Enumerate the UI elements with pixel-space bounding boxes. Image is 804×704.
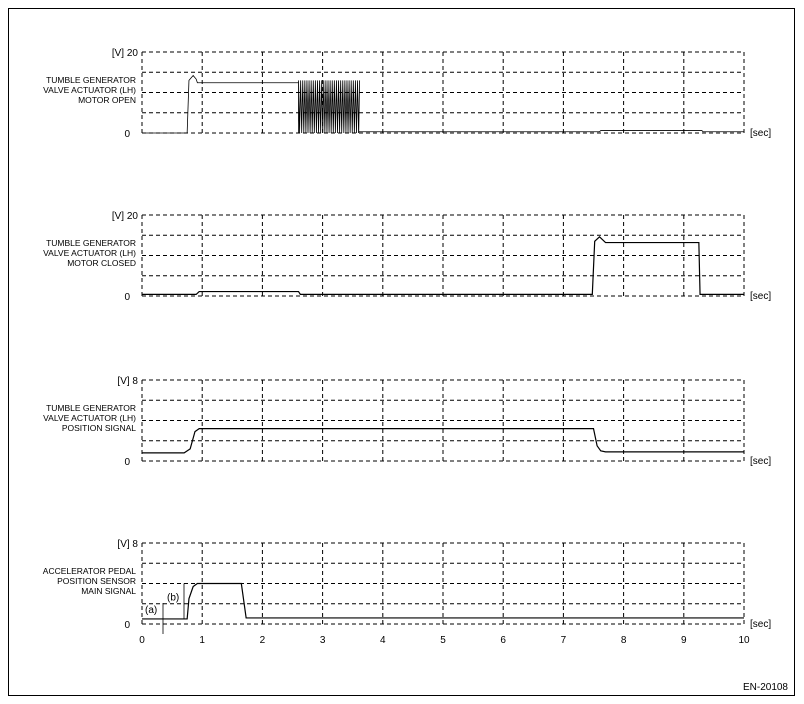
x-unit-label: [sec] bbox=[750, 619, 771, 630]
y-max-label: [V] 8 bbox=[117, 376, 138, 387]
signal-label: VALVE ACTUATOR (LH) bbox=[43, 85, 136, 95]
signal-label: MOTOR CLOSED bbox=[67, 258, 136, 268]
x-tick-label: 9 bbox=[681, 635, 687, 646]
x-unit-label: [sec] bbox=[750, 291, 771, 302]
y-min-label: 0 bbox=[124, 620, 130, 631]
waveform-trace bbox=[142, 236, 744, 295]
signal-label: TUMBLE GENERATOR bbox=[46, 75, 136, 85]
signal-label: TUMBLE GENERATOR bbox=[46, 238, 136, 248]
signal-label: TUMBLE GENERATOR bbox=[46, 403, 136, 413]
y-max-label: [V] 20 bbox=[112, 211, 139, 222]
y-max-label: [V] 8 bbox=[117, 539, 138, 550]
x-tick-label: 1 bbox=[199, 635, 205, 646]
waveform-trace bbox=[142, 74, 744, 134]
signal-label: MAIN SIGNAL bbox=[81, 586, 136, 596]
figure-id: EN-20108 bbox=[742, 682, 788, 693]
signal-label: ACCELERATOR PEDAL bbox=[43, 566, 136, 576]
x-tick-label: 7 bbox=[561, 635, 567, 646]
signal-label: VALVE ACTUATOR (LH) bbox=[43, 248, 136, 258]
chart-panel-4 bbox=[141, 542, 745, 634]
y-max-label: [V] 20 bbox=[112, 48, 139, 59]
x-unit-label: [sec] bbox=[750, 456, 771, 467]
y-min-label: 0 bbox=[124, 129, 130, 140]
annotation-b: (b) bbox=[167, 593, 179, 604]
chart-panel-3 bbox=[141, 379, 745, 462]
waveform-trace bbox=[142, 582, 744, 620]
y-min-label: 0 bbox=[124, 457, 130, 468]
signal-label: MOTOR OPEN bbox=[78, 95, 136, 105]
x-tick-label: 6 bbox=[500, 635, 506, 646]
waveform-trace bbox=[142, 428, 744, 454]
x-unit-label: [sec] bbox=[750, 128, 771, 139]
x-tick-label: 3 bbox=[320, 635, 326, 646]
x-tick-label: 5 bbox=[440, 635, 446, 646]
x-tick-label: 4 bbox=[380, 635, 386, 646]
x-tick-label: 8 bbox=[621, 635, 627, 646]
x-tick-label: 10 bbox=[738, 635, 750, 646]
y-min-label: 0 bbox=[124, 292, 130, 303]
diagram-frame bbox=[8, 8, 795, 696]
signal-label: POSITION SENSOR bbox=[57, 576, 136, 586]
annotation-a: (a) bbox=[145, 605, 157, 616]
signal-label: VALVE ACTUATOR (LH) bbox=[43, 413, 136, 423]
x-tick-label: 0 bbox=[139, 635, 145, 646]
chart-panel-2 bbox=[141, 214, 745, 297]
x-tick-label: 2 bbox=[260, 635, 266, 646]
chart-panel-1 bbox=[141, 51, 745, 134]
signal-label: POSITION SIGNAL bbox=[62, 423, 136, 433]
